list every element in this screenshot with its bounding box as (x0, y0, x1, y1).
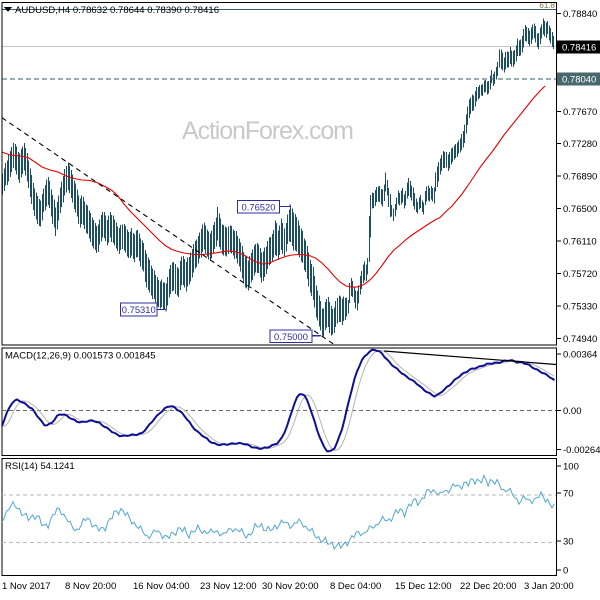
svg-text:1 Nov 2017: 1 Nov 2017 (2, 581, 51, 592)
svg-text:-0.002644: -0.002644 (563, 445, 600, 456)
svg-text:0.77670: 0.77670 (563, 107, 597, 118)
svg-text:100: 100 (563, 462, 579, 473)
svg-text:0.77280: 0.77280 (563, 139, 597, 150)
svg-text:0.78416: 0.78416 (562, 43, 596, 54)
svg-text:22 Dec 20:00: 22 Dec 20:00 (460, 581, 517, 592)
svg-text:3 Jan 20:00: 3 Jan 20:00 (524, 581, 574, 592)
svg-text:0.76890: 0.76890 (563, 172, 597, 183)
svg-text:23 Nov 12:00: 23 Nov 12:00 (200, 581, 257, 592)
svg-text:MACD(12,26,9) 0.001573 0.00184: MACD(12,26,9) 0.001573 0.001845 (5, 351, 156, 362)
svg-text:0.75720: 0.75720 (563, 269, 597, 280)
svg-text:ActionForex.com: ActionForex.com (182, 117, 354, 145)
svg-text:0.75330: 0.75330 (563, 302, 597, 313)
svg-text:30 Nov 20:00: 30 Nov 20:00 (262, 581, 319, 592)
svg-text:AUDUSD,H4 0.78632 0.78644 0.7: AUDUSD,H4 0.78632 0.78644 0.78390 0.7841… (15, 5, 219, 16)
svg-text:0.00364: 0.00364 (563, 350, 597, 361)
svg-text:70: 70 (563, 489, 574, 500)
svg-text:0.00: 0.00 (563, 406, 582, 417)
svg-text:0.76110: 0.76110 (563, 237, 597, 248)
svg-text:15 Dec 12:00: 15 Dec 12:00 (395, 581, 452, 592)
svg-text:0.76520: 0.76520 (242, 201, 276, 212)
svg-text:0.75310: 0.75310 (122, 304, 156, 315)
svg-text:RSI(14) 54.1241: RSI(14) 54.1241 (5, 461, 75, 472)
svg-text:0.75000: 0.75000 (274, 331, 308, 342)
svg-text:0.76500: 0.76500 (563, 204, 597, 215)
svg-text:0.78040: 0.78040 (562, 75, 596, 86)
svg-text:8 Nov 20:00: 8 Nov 20:00 (65, 581, 116, 592)
svg-text:16 Nov 04:00: 16 Nov 04:00 (133, 581, 190, 592)
svg-text:61.8: 61.8 (539, 1, 555, 10)
svg-text:8 Dec 04:00: 8 Dec 04:00 (330, 581, 381, 592)
svg-text:30: 30 (563, 537, 574, 548)
svg-text:0: 0 (563, 566, 568, 577)
svg-text:0.74940: 0.74940 (563, 334, 597, 345)
svg-text:0.78840: 0.78840 (563, 9, 597, 20)
